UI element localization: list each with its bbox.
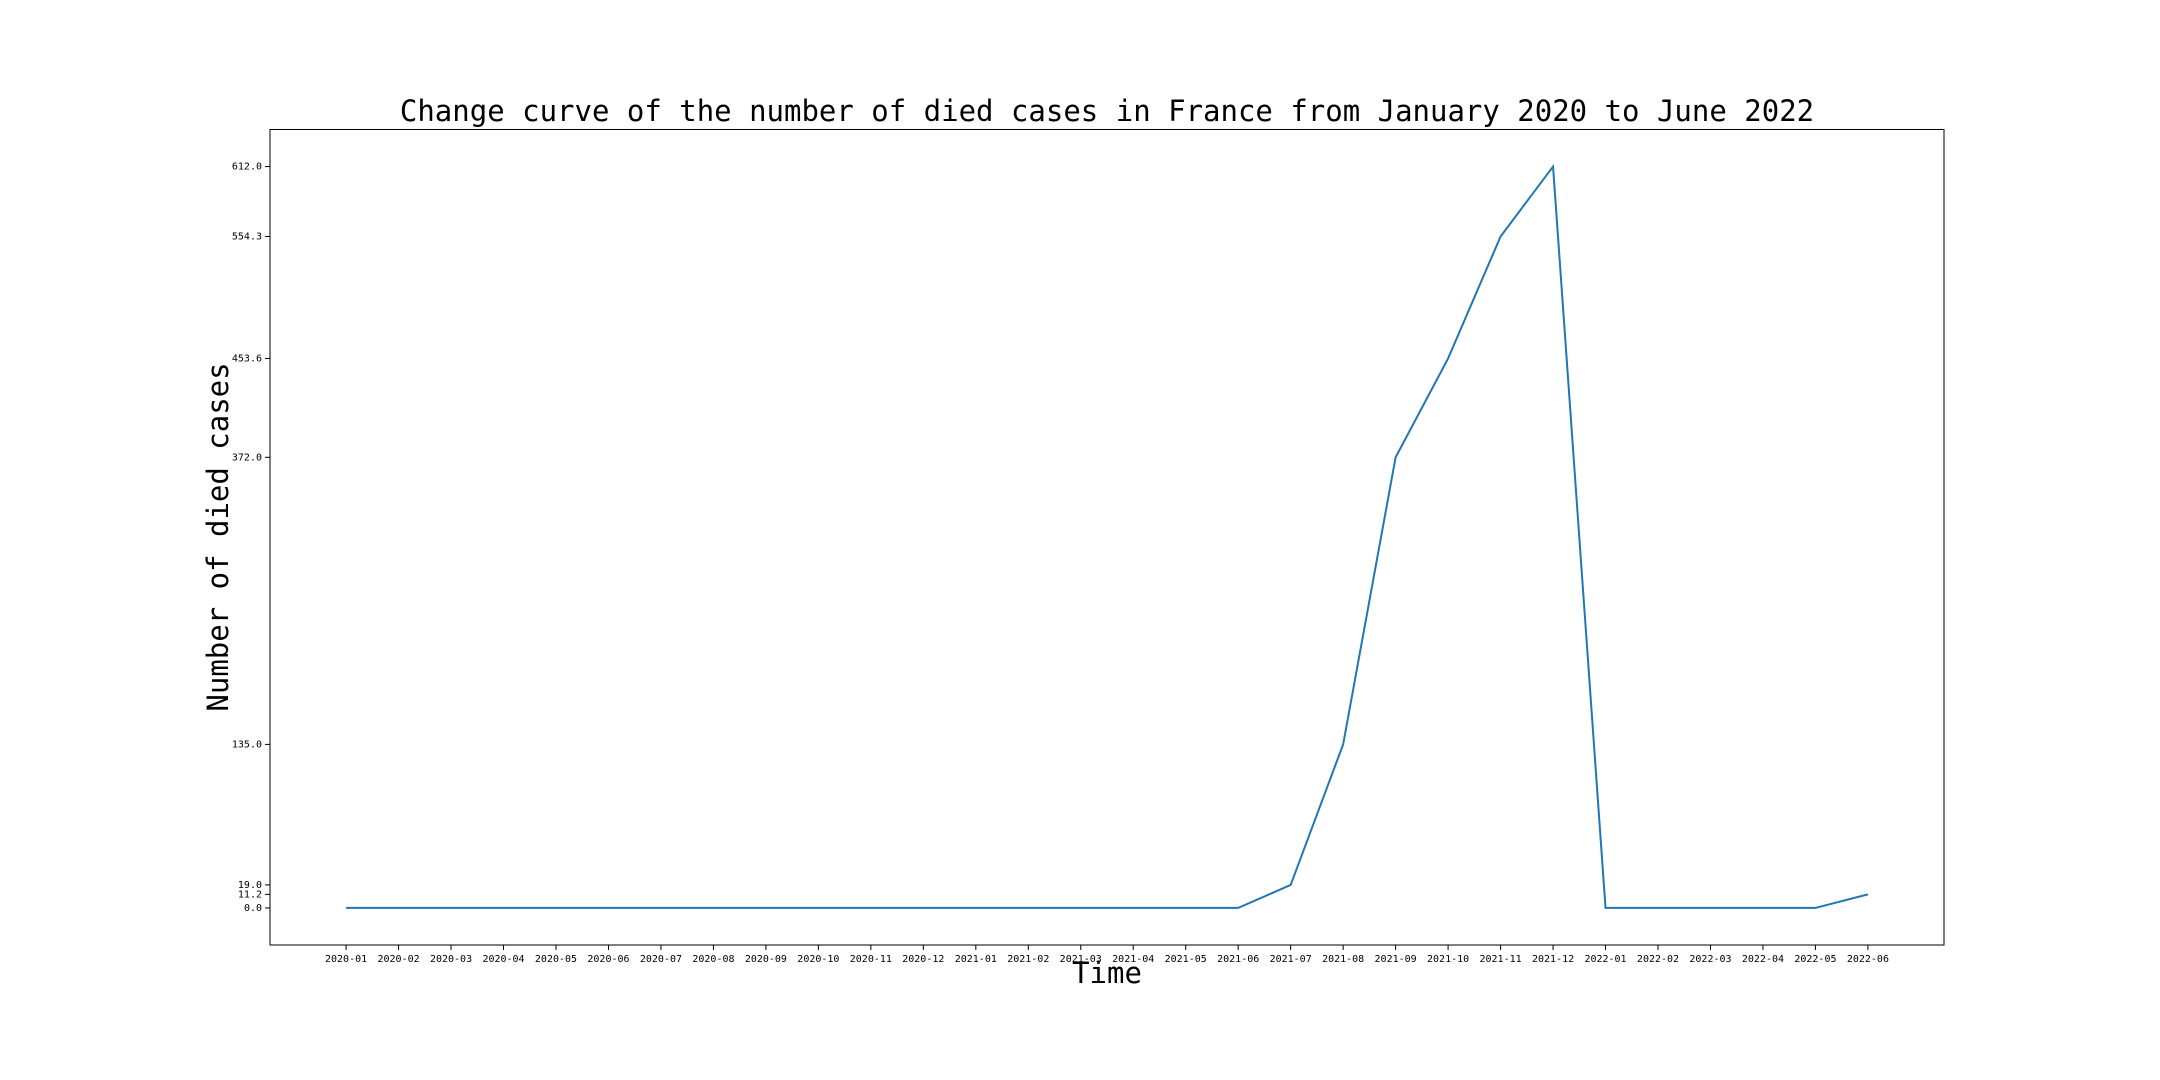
x-tick-label: 2020-07 — [640, 954, 682, 965]
x-tick-label: 2022-04 — [1742, 954, 1784, 965]
y-tick-label: 0.0 — [244, 903, 262, 914]
x-tick-label: 2022-06 — [1847, 954, 1889, 965]
x-tick-label: 2020-01 — [325, 954, 367, 965]
y-tick-label: 372.0 — [232, 452, 262, 463]
x-tick-label: 2020-11 — [850, 954, 892, 965]
y-tick-label: 554.3 — [232, 231, 262, 242]
x-tick-label: 2021-09 — [1375, 954, 1417, 965]
x-tick-label: 2022-05 — [1794, 954, 1836, 965]
x-tick-label: 2020-08 — [692, 954, 734, 965]
x-tick-label: 2021-10 — [1427, 954, 1469, 965]
chart-title: Change curve of the number of died cases… — [400, 94, 1814, 128]
data-line — [346, 163, 1869, 909]
y-axis-label: Number of died cases — [201, 362, 235, 711]
x-tick-label: 2021-07 — [1270, 954, 1312, 965]
x-tick-label: 2022-03 — [1689, 954, 1731, 965]
x-tick-label: 2022-02 — [1637, 954, 1679, 965]
x-tick-label: 2020-03 — [430, 954, 472, 965]
y-tick-label: 19.0 — [238, 880, 262, 891]
x-tick-label: 2022-01 — [1584, 954, 1626, 965]
x-tick-label: 2021-06 — [1217, 954, 1259, 965]
y-tick-label: 453.6 — [232, 353, 262, 364]
x-tick-label: 2020-05 — [535, 954, 577, 965]
x-tick-label: 2020-04 — [482, 954, 524, 965]
y-tick-label: 11.2 — [238, 889, 262, 900]
x-tick-label: 2021-04 — [1112, 954, 1154, 965]
x-tick-label: 2020-12 — [902, 954, 944, 965]
x-tick-label: 2020-09 — [745, 954, 787, 965]
x-tick-label: 2021-01 — [955, 954, 997, 965]
x-tick-label: 2021-02 — [1007, 954, 1049, 965]
x-tick-label: 2021-12 — [1532, 954, 1574, 965]
x-tick-label: 2020-06 — [587, 954, 629, 965]
x-tick-label: 2021-11 — [1479, 954, 1521, 965]
x-tick-label: 2021-03 — [1060, 954, 1102, 965]
x-tick-label: 2021-08 — [1322, 954, 1364, 965]
plot-frame — [269, 129, 1945, 946]
y-tick-label: 612.0 — [232, 162, 262, 173]
x-tick-label: 2020-10 — [797, 954, 839, 965]
x-tick-label: 2020-02 — [377, 954, 419, 965]
x-tick-label: 2021-05 — [1165, 954, 1207, 965]
y-tick-label: 135.0 — [232, 739, 262, 750]
x-axis-label: Time — [1072, 956, 1142, 990]
